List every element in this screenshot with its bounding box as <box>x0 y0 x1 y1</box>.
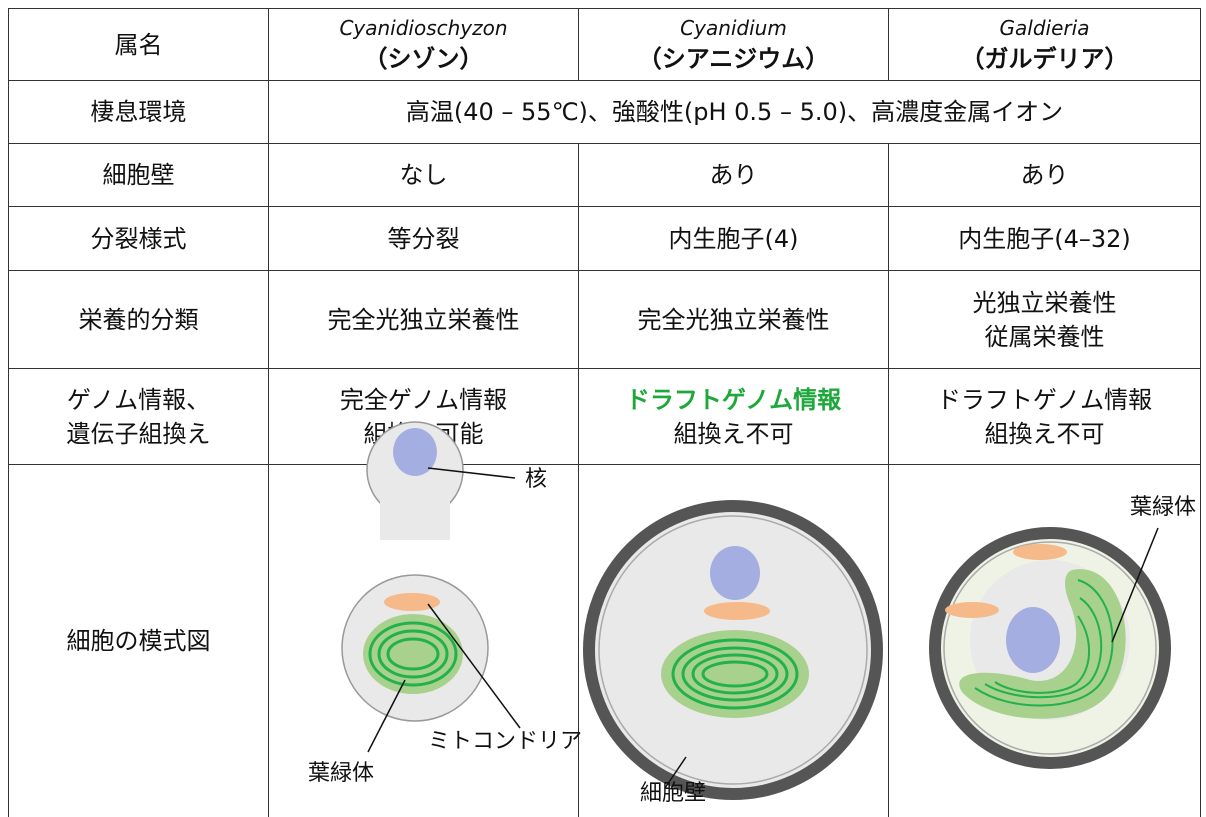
cell-text: 組換え不可 <box>984 419 1105 448</box>
row: 分裂様式 等分裂 内生胞子(4) 内生胞子(4–32) <box>8 206 1201 271</box>
cell: 等分裂 <box>268 206 579 271</box>
row: ゲノム情報、 遺伝子組換え 完全ゲノム情報 組換え可能 ドラフトゲノム情報 組換え不可… <box>8 368 1201 465</box>
cell: ドラフトゲノム情報 組換え不可 <box>578 368 889 465</box>
row-label: 細胞壁 <box>8 143 269 207</box>
genus-kana: （ガルデリア） <box>960 44 1129 73</box>
row: 細胞壁 なし あり あり <box>8 143 1201 207</box>
cell-text: あり <box>709 161 758 189</box>
row-label: ゲノム情報、 遺伝子組換え <box>8 368 269 465</box>
row-label: 細胞の模式図 <box>8 464 269 817</box>
cell-text: 完全光独立栄養性 <box>637 305 830 334</box>
header-cell: Cyanidioschyzon （シゾン） <box>268 8 579 81</box>
cell-text: 光独立栄養性 <box>972 288 1117 317</box>
header-text: 属名 <box>114 30 163 59</box>
cell-text: 内生胞子(4) <box>668 224 799 253</box>
cell: あり <box>888 143 1201 207</box>
cell-text: 遺伝子組換え <box>66 419 211 448</box>
genus-latin: Cyanidioschyzon <box>339 15 508 40</box>
cell-text: 完全光独立栄養性 <box>327 305 520 334</box>
cell-text: 細胞の模式図 <box>66 626 211 655</box>
cell: 高温(40 – 55℃)、強酸性(pH 0.5 – 5.0)、高濃度金属イオン <box>268 80 1201 144</box>
row-label: 棲息環境 <box>8 80 269 144</box>
cell-text: 等分裂 <box>387 224 460 253</box>
row: 棲息環境 高温(40 – 55℃)、強酸性(pH 0.5 – 5.0)、高濃度金… <box>8 80 1201 144</box>
cell-text: あり <box>1020 161 1069 189</box>
cell: 内生胞子(4) <box>578 206 889 271</box>
cell: なし <box>268 143 579 207</box>
cell-text: ゲノム情報、 <box>66 385 211 414</box>
genus-kana: （シアニジウム） <box>637 44 830 73</box>
cell: 完全光独立栄養性 <box>268 270 579 369</box>
cell-text: 棲息環境 <box>90 98 187 126</box>
cell-text: 高温(40 – 55℃)、強酸性(pH 0.5 – 5.0)、高濃度金属イオン <box>405 98 1064 126</box>
header-cell: 属名 <box>8 8 269 81</box>
cell-text: なし <box>399 161 448 189</box>
cell: あり <box>578 143 889 207</box>
cell-text: ドラフトゲノム情報 <box>936 385 1153 414</box>
row: 細胞の模式図 <box>8 464 1201 817</box>
figure-cell <box>578 464 889 817</box>
cell: 光独立栄養性 従属栄養性 <box>888 270 1201 369</box>
cell-text: 完全ゲノム情報 <box>339 385 508 414</box>
cell: 完全光独立栄養性 <box>578 270 889 369</box>
cell-text: 組換え可能 <box>363 419 484 448</box>
figure-cell <box>888 464 1201 817</box>
cell-text: 分裂様式 <box>90 224 187 253</box>
header-cell: Cyanidium （シアニジウム） <box>578 8 889 81</box>
cell-text: 細胞壁 <box>102 161 175 189</box>
genus-kana: （シゾン） <box>363 44 484 73</box>
genus-latin: Galdieria <box>999 15 1090 40</box>
cell-text: 内生胞子(4–32) <box>958 224 1131 253</box>
cell: 内生胞子(4–32) <box>888 206 1201 271</box>
genus-latin: Cyanidium <box>680 15 787 40</box>
cell-text-highlight: ドラフトゲノム情報 <box>625 385 842 414</box>
row-label: 分裂様式 <box>8 206 269 271</box>
cell: ドラフトゲノム情報 組換え不可 <box>888 368 1201 465</box>
header-cell: Galdieria （ガルデリア） <box>888 8 1201 81</box>
cell-text: 従属栄養性 <box>984 322 1105 351</box>
header-row: 属名 Cyanidioschyzon （シゾン） Cyanidium （シアニジウム… <box>8 8 1201 81</box>
figure-cell <box>268 464 579 817</box>
cell: 完全ゲノム情報 組換え可能 <box>268 368 579 465</box>
comparison-table: 属名 Cyanidioschyzon （シゾン） Cyanidium （シアニジウム… <box>8 8 1201 817</box>
cell-text: 組換え不可 <box>673 419 794 448</box>
row: 栄養的分類 完全光独立栄養性 完全光独立栄養性 光独立栄養性 従属栄養性 <box>8 270 1201 369</box>
cell-text: 栄養的分類 <box>78 305 199 334</box>
row-label: 栄養的分類 <box>8 270 269 369</box>
